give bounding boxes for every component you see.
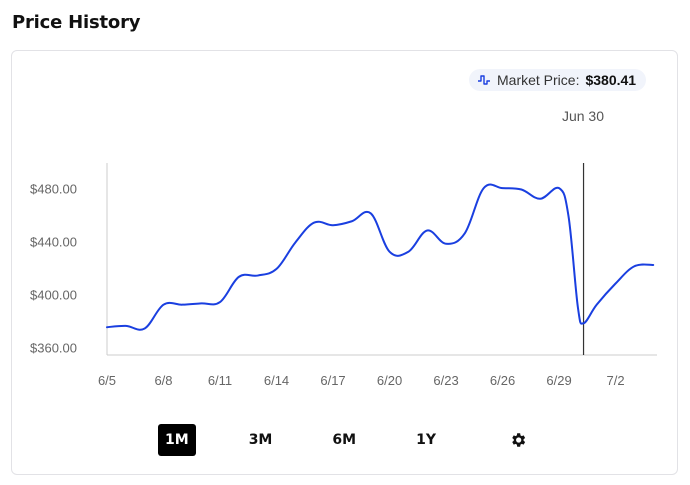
x-tick-label: 6/23 — [433, 373, 458, 388]
x-tick-label: 6/5 — [98, 373, 116, 388]
y-tick-label: $400.00 — [30, 287, 77, 302]
range-1y-button[interactable]: 1Y — [416, 432, 436, 448]
x-tick-label: 6/26 — [490, 373, 515, 388]
price-chart-icon — [478, 75, 490, 85]
x-tick-label: 6/8 — [154, 373, 172, 388]
range-3m-button[interactable]: 3M — [248, 432, 273, 448]
market-price-value: $380.41 — [585, 72, 637, 88]
y-tick-label: $440.00 — [30, 234, 77, 249]
range-1m-button[interactable]: 1M — [158, 424, 196, 456]
market-price-label: Market Price: — [497, 72, 580, 88]
x-tick-label: 6/14 — [264, 373, 289, 388]
y-tick-label: $360.00 — [30, 340, 77, 355]
market-price-badge: Market Price: $380.41 — [469, 69, 647, 91]
x-tick-label: 6/20 — [377, 373, 402, 388]
x-tick-label: 6/29 — [546, 373, 571, 388]
hover-date-label: Jun 30 — [561, 108, 605, 124]
chart-settings-button[interactable] — [501, 424, 535, 456]
price-history-card — [11, 50, 678, 475]
gear-icon — [512, 433, 526, 447]
x-tick-label: 7/2 — [607, 373, 625, 388]
x-tick-label: 6/11 — [208, 373, 232, 388]
x-tick-label: 6/17 — [320, 373, 345, 388]
range-6m-button[interactable]: 6M — [332, 432, 357, 448]
time-range-selector: 1M 3M 6M 1Y — [158, 424, 535, 456]
page-title: Price History — [12, 12, 141, 33]
price-series-line — [106, 183, 655, 331]
y-tick-label: $480.00 — [30, 181, 77, 196]
